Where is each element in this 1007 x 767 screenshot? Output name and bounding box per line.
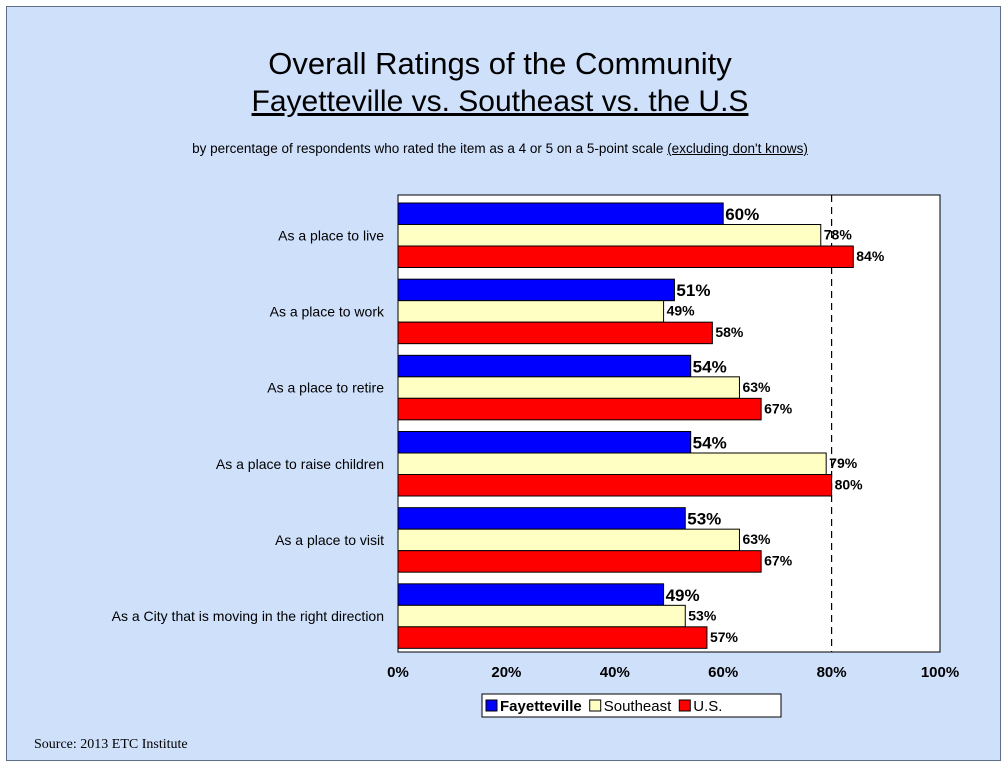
data-label: 80% bbox=[835, 477, 864, 493]
category-label: As a place to work bbox=[270, 303, 385, 319]
bar-fayetteville bbox=[397, 507, 686, 530]
x-tick-label: 80% bbox=[817, 664, 847, 681]
chart-subtitle: Fayetteville vs. Southeast vs. the U.S bbox=[0, 84, 1000, 120]
legend-label: Southeast bbox=[604, 698, 672, 715]
bar-fayetteville bbox=[397, 583, 665, 606]
data-label: 78% bbox=[824, 227, 853, 243]
category-label: As a City that is moving in the right di… bbox=[112, 608, 384, 624]
bar-fayetteville bbox=[397, 278, 675, 302]
bar-southeast bbox=[397, 300, 665, 323]
category-label: As a place to live bbox=[278, 227, 384, 243]
x-tick-label: 40% bbox=[600, 664, 630, 681]
data-label: 53% bbox=[688, 607, 717, 623]
data-label: 53% bbox=[687, 510, 721, 529]
data-label: 63% bbox=[742, 379, 771, 395]
x-tick-label: 100% bbox=[921, 664, 959, 681]
data-label: 54% bbox=[693, 434, 727, 453]
bar-u-s bbox=[397, 321, 713, 345]
bar-southeast bbox=[397, 224, 822, 247]
data-label: 67% bbox=[764, 400, 793, 416]
chart-note: by percentage of respondents who rated t… bbox=[0, 141, 1000, 156]
legend-label: Fayetteville bbox=[500, 698, 582, 715]
bar-fayetteville bbox=[397, 431, 692, 454]
chart-note-underlined: (excluding don't knows) bbox=[667, 141, 808, 156]
plot-area bbox=[397, 194, 941, 653]
bar-u-s bbox=[397, 550, 762, 573]
data-label: 58% bbox=[715, 324, 744, 340]
x-tick-label: 0% bbox=[387, 664, 409, 681]
bar-southeast bbox=[397, 452, 827, 475]
bar-southeast bbox=[397, 376, 740, 399]
data-label: 63% bbox=[742, 531, 771, 547]
bar-southeast bbox=[397, 604, 686, 628]
legend-swatch bbox=[678, 699, 691, 712]
data-label: 57% bbox=[710, 629, 739, 645]
legend-swatch bbox=[485, 699, 498, 712]
x-tick-label: 20% bbox=[491, 664, 521, 681]
data-label: 84% bbox=[856, 248, 885, 264]
bar-u-s bbox=[397, 626, 708, 649]
data-label: 49% bbox=[666, 586, 700, 605]
bar-fayetteville bbox=[397, 202, 724, 225]
data-label: 51% bbox=[676, 281, 710, 300]
legend-swatch bbox=[589, 699, 602, 712]
bar-southeast bbox=[397, 528, 740, 552]
legend-box bbox=[481, 693, 782, 718]
data-label: 49% bbox=[667, 303, 696, 319]
data-label: 60% bbox=[725, 205, 759, 224]
legend-label: U.S. bbox=[693, 698, 722, 715]
data-label: 79% bbox=[829, 455, 858, 471]
bar-u-s bbox=[397, 245, 854, 268]
category-label: As a place to visit bbox=[275, 532, 384, 548]
x-tick-label: 60% bbox=[708, 664, 738, 681]
data-label: 67% bbox=[764, 553, 793, 569]
bar-fayetteville bbox=[397, 354, 692, 378]
chart-title: Overall Ratings of the Community bbox=[268, 46, 732, 81]
chart-subtitle-text: Fayetteville vs. Southeast vs. the U.S bbox=[251, 85, 749, 118]
chart-note-main: by percentage of respondents who rated t… bbox=[192, 141, 668, 156]
bar-u-s bbox=[397, 397, 762, 421]
category-label: As a place to raise children bbox=[216, 456, 384, 472]
bar-u-s bbox=[397, 474, 833, 497]
source-note: Source: 2013 ETC Institute bbox=[34, 737, 188, 752]
category-label: As a place to retire bbox=[267, 380, 384, 396]
data-label: 54% bbox=[693, 357, 727, 376]
